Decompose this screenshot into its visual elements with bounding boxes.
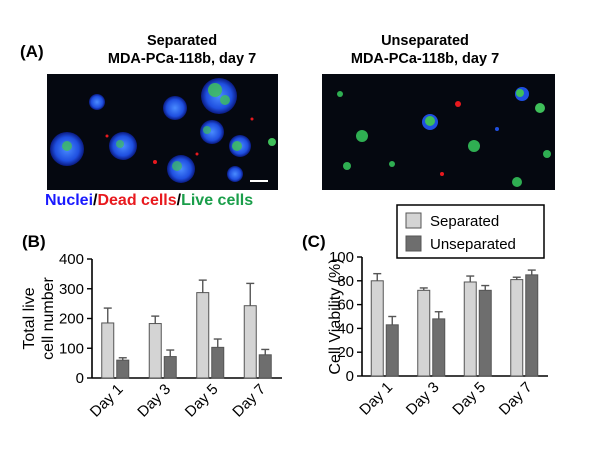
- left-image-title: Separated MDA-PCa-118b, day 7: [52, 32, 312, 68]
- chart-b-y-tick-label: 300: [59, 281, 84, 298]
- stain-legend-live: Live cells: [181, 192, 254, 209]
- stain-legend: Nuclei/Dead cells/Live cells: [45, 192, 253, 210]
- left-image-title-line1: Separated: [146, 33, 218, 49]
- chart-c-bar-unseparated: [478, 289, 492, 377]
- chart-c-y-tick-label: 20: [337, 344, 354, 361]
- stain-legend-sep1: /: [93, 192, 98, 209]
- chart-c-legend-label: Separated: [430, 213, 499, 230]
- chart-c-legend-label: Unseparated: [430, 236, 516, 253]
- chart-c-bar-separated: [463, 281, 477, 377]
- chart-c-x-tick-label: Day 3: [403, 379, 443, 419]
- chart-b-y-tick-label: 200: [59, 311, 84, 328]
- chart-c-y-tick-label: 100: [329, 249, 354, 266]
- panel-c-label: (C): [302, 232, 326, 251]
- unseparated-micrograph: [322, 74, 555, 190]
- right-image-title: Unseparated MDA-PCa-118b, day 7: [295, 32, 555, 68]
- chart-c-bar-unseparated: [525, 274, 539, 377]
- stain-legend-sep2: /: [176, 192, 182, 209]
- chart-c-bar-unseparated: [385, 324, 399, 377]
- right-image-title-line2: MDA-PCa-118b, day 7: [350, 51, 500, 67]
- stain-legend-dead: Dead cells: [97, 192, 177, 209]
- left-image-title-line2: MDA-PCa-118b, day 7: [107, 51, 257, 67]
- panel-a-label: (A): [20, 42, 44, 61]
- chart-b-y-label-line: cell number: [40, 276, 57, 359]
- separated-micrograph-art: [50, 78, 276, 183]
- chart-c-bar-separated: [370, 280, 384, 377]
- chart-c-y-tick-label: 60: [337, 297, 354, 314]
- chart-c-y-tick-label: 80: [337, 273, 354, 290]
- chart-c-bar-separated: [417, 289, 431, 377]
- chart-b-y-tick-label: 0: [76, 370, 84, 387]
- separated-micrograph: [47, 74, 278, 190]
- chart-b-y-tick-label: 400: [59, 251, 84, 268]
- chart-c-bar-unseparated: [432, 318, 446, 377]
- chart-c-x-tick-label: Day 5: [449, 379, 489, 419]
- chart-c-bar-separated: [510, 279, 524, 377]
- chart-b-y-tick-label: 100: [59, 340, 84, 357]
- right-image-title-line1: Unseparated: [381, 33, 469, 49]
- chart-c-y-label: Cell Viability (%): [327, 258, 344, 374]
- chart-c-y-tick-label: 40: [337, 320, 354, 337]
- chart-c-legend-swatch: [405, 212, 422, 229]
- chart-c-x-tick-label: Day 7: [496, 379, 536, 419]
- chart-b-y-label-line: Total live: [21, 287, 38, 349]
- unseparated-micrograph-art: [337, 87, 551, 187]
- chart-c-x-tick-label: Day 1: [356, 379, 396, 419]
- chart-c-y-tick-label: 0: [346, 368, 354, 385]
- panel-b-label: (B): [22, 232, 46, 251]
- stain-legend-nuclei: Nuclei: [45, 192, 94, 209]
- chart-c-legend-swatch: [405, 235, 422, 252]
